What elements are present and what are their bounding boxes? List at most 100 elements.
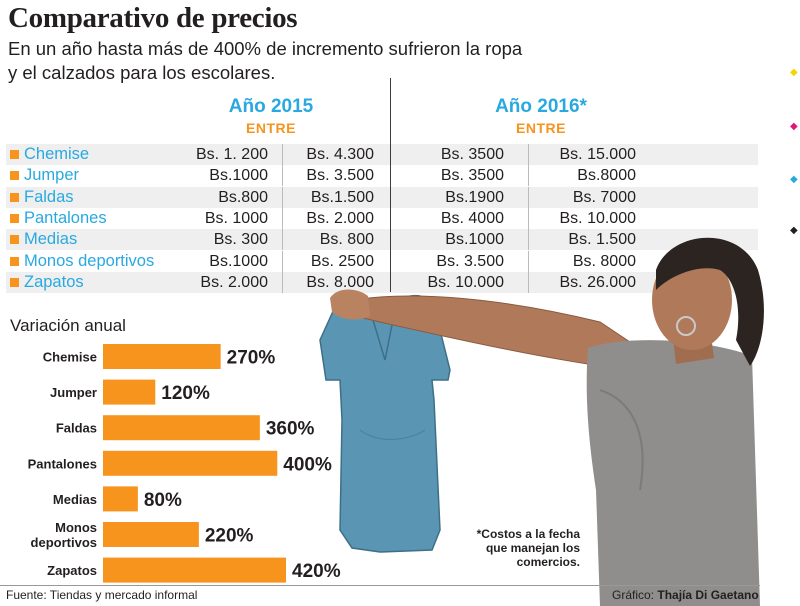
- variation-bar-chart: Chemise 270% Jumper 120% Faldas 360% Pantalone…: [28, 344, 341, 583]
- item-name: Medias: [24, 230, 78, 249]
- price-p2016-min: Bs.1000: [445, 231, 504, 249]
- price-p2015-min: Bs.1000: [209, 252, 268, 270]
- item-name: Jumper: [24, 166, 80, 185]
- column-separator: [528, 271, 529, 293]
- column-separator: [282, 165, 283, 187]
- price-p2016-min: Bs. 10.000: [427, 273, 505, 291]
- price-p2016-max: Bs. 1.500: [568, 231, 636, 249]
- bullet-icon: [10, 277, 19, 287]
- value-label: 420%: [292, 561, 341, 582]
- category-label: Chemise: [43, 350, 97, 365]
- category-label: deportivos: [31, 535, 97, 550]
- category-label: Jumper: [50, 385, 97, 400]
- registration-mark-black: ◆: [790, 225, 798, 236]
- price-p2016-max: Bs. 15.000: [559, 146, 637, 163]
- value-label: 80%: [144, 490, 182, 511]
- price-p2016-min: Bs.1900: [445, 188, 504, 206]
- table-row: Jumper Bs.1000 Bs. 3.500 Bs. 3500 Bs.8000: [6, 165, 758, 187]
- price-p2016-max: Bs. 7000: [572, 188, 636, 206]
- value-label: 360%: [266, 419, 315, 440]
- price-p2015-min: Bs. 2.000: [200, 273, 268, 291]
- price-p2015-max: Bs. 8.000: [306, 273, 374, 291]
- column-separator: [282, 186, 283, 208]
- value-label: 220%: [205, 526, 254, 547]
- bullet-icon: [10, 235, 19, 245]
- bar-2: [103, 415, 260, 441]
- registration-mark-cyan: ◆: [790, 174, 798, 185]
- price-p2016-min: Bs. 4000: [440, 209, 504, 227]
- price-p2016-max: Bs.8000: [577, 167, 636, 185]
- table-row: Monos deportivos Bs.1000 Bs. 2500 Bs. 3.500…: [6, 250, 758, 272]
- bullet-icon: [10, 256, 19, 266]
- price-p2016-min: Bs. 3500: [440, 146, 504, 163]
- price-p2015-max: Bs. 2.000: [306, 209, 374, 227]
- bar-0: [103, 344, 221, 369]
- column-separator: [528, 144, 529, 165]
- column-separator: [282, 144, 283, 165]
- category-label: Monos: [55, 520, 97, 535]
- bullet-icon: [10, 150, 19, 159]
- item-name: Faldas: [24, 187, 74, 206]
- value-label: 270%: [227, 348, 276, 369]
- source-note: Fuente: Tiendas y mercado informal: [6, 588, 198, 602]
- entre-label-2015: ENTRE: [246, 120, 296, 136]
- price-p2015-min: Bs. 1. 200: [195, 146, 268, 163]
- table-row: Chemise Bs. 1. 200 Bs. 4.300 Bs. 3500 Bs. 15…: [6, 144, 758, 165]
- page-title: Comparativo de precios: [8, 2, 298, 34]
- column-separator: [528, 165, 529, 187]
- category-label: Pantalones: [28, 456, 97, 471]
- credit-name: Thajía Di Gaetano: [657, 588, 759, 602]
- price-p2015-max: Bs.1.500: [310, 188, 374, 206]
- column-separator: [282, 229, 283, 251]
- bar-3: [103, 450, 278, 476]
- price-p2015-max: Bs. 800: [319, 231, 374, 249]
- column-separator: [528, 229, 529, 251]
- item-name: Zapatos: [24, 272, 84, 291]
- price-p2016-max: Bs. 26.000: [559, 273, 637, 291]
- price-p2016-min: Bs. 3500: [440, 167, 504, 185]
- table-row: Zapatos Bs. 2.000 Bs. 8.000 Bs. 10.000 Bs. 2…: [6, 271, 758, 293]
- column-separator: [528, 250, 529, 272]
- chart-title: Variación anual: [10, 316, 126, 335]
- price-p2015-min: Bs.800: [218, 188, 268, 206]
- bar-6: [103, 557, 286, 583]
- bullet-icon: [10, 213, 19, 223]
- table-row: Pantalones Bs. 1000 Bs. 2.000 Bs. 4000 Bs. 1…: [6, 207, 758, 229]
- item-name: Chemise: [24, 145, 90, 163]
- year-2016-heading: Año 2016*: [495, 96, 587, 117]
- price-p2015-max: Bs. 3.500: [306, 167, 374, 185]
- graphic-credit: Gráfico: Thajía Di Gaetano: [612, 588, 759, 602]
- registration-mark-yellow: ◆: [790, 67, 798, 78]
- subtitle-line-1: En un año hasta más de 400% de increment…: [8, 38, 523, 59]
- price-p2015-min: Bs.1000: [209, 167, 268, 185]
- bar-1: [103, 379, 156, 405]
- price-p2016-min: Bs. 3.500: [436, 252, 504, 270]
- bar-4: [103, 486, 138, 512]
- registration-mark-magenta: ◆: [790, 121, 798, 132]
- subtitle-line-2: y el calzados para los escolares.: [8, 62, 276, 83]
- column-separator: [282, 271, 283, 293]
- bullet-icon: [10, 171, 19, 181]
- price-p2016-max: Bs. 8000: [572, 252, 636, 270]
- value-label: 400%: [283, 454, 332, 475]
- credit-prefix: Gráfico:: [612, 588, 658, 602]
- footnote: *Costos a la fecha que manejan los comer…: [476, 527, 580, 569]
- category-label: Medias: [53, 492, 97, 507]
- value-label: 120%: [161, 383, 210, 404]
- table-row: Faldas Bs.800 Bs.1.500 Bs.1900 Bs. 7000: [6, 186, 758, 208]
- entre-label-2016: ENTRE: [516, 120, 566, 136]
- table-row: Medias Bs. 300 Bs. 800 Bs.1000 Bs. 1.500: [6, 229, 758, 251]
- bottom-rule: [0, 585, 760, 586]
- year-divider: [390, 78, 391, 292]
- bullet-icon: [10, 192, 19, 202]
- price-p2016-max: Bs. 10.000: [559, 209, 637, 227]
- price-p2015-max: Bs. 4.300: [306, 146, 374, 163]
- price-p2015-min: Bs. 1000: [204, 209, 268, 227]
- woman-holding-shirt-photo: [319, 237, 764, 606]
- item-name: Monos deportivos: [24, 251, 155, 270]
- year-2015-heading: Año 2015: [228, 96, 314, 117]
- category-label: Faldas: [56, 421, 97, 436]
- bar-5: [103, 522, 199, 547]
- price-p2015-min: Bs. 300: [213, 231, 268, 249]
- column-separator: [528, 186, 529, 208]
